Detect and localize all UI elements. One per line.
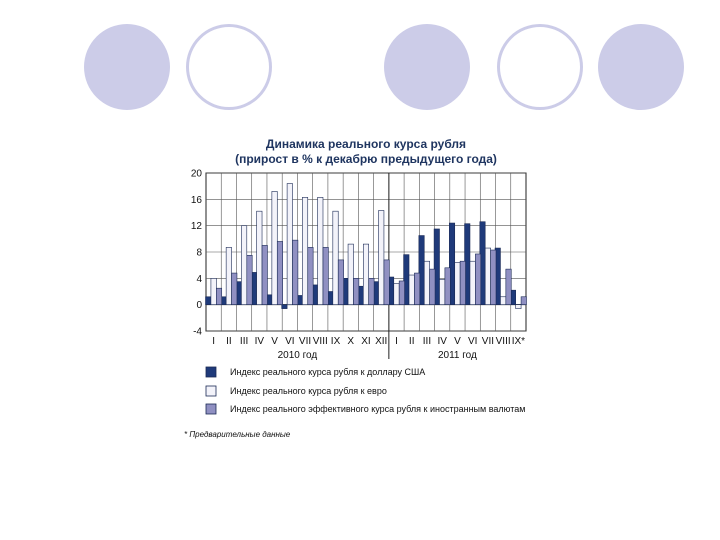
bar-series-1-16 (433, 228, 440, 305)
bar-series-3-15 (429, 268, 436, 305)
x-tick-label: XI (361, 336, 370, 347)
bar-series-2-15 (423, 260, 430, 305)
bar-series-2-4 (256, 210, 263, 305)
x-tick-label: V (271, 336, 278, 347)
year-label: 2011 год (438, 350, 477, 361)
bar-series-3-3 (246, 254, 253, 305)
bar-series-3-1 (216, 287, 223, 305)
bar-series-2-10 (347, 243, 354, 305)
x-tick-label: I (212, 336, 215, 347)
chart-subtitle: (прирост в % к декабрю предыдущего года) (235, 152, 497, 166)
bar-series-2-17 (454, 262, 461, 305)
legend-label-1: Индекс реального курса рубля к доллару С… (230, 367, 425, 377)
y-tick-label: 0 (196, 300, 202, 311)
decor-circle-2 (186, 24, 272, 110)
x-tick-label: VIII (313, 336, 328, 347)
bar-series-3-11 (368, 278, 375, 305)
x-tick-label: III (423, 336, 431, 347)
legend-swatch-2 (205, 385, 217, 397)
bar-series-1-6 (281, 304, 288, 309)
legend-label-3: Индекс реального эффективного курса рубл… (230, 404, 525, 414)
bar-series-3-9 (337, 259, 344, 305)
chart-title: Динамика реального курса рубля (266, 137, 466, 151)
x-tick-label: VIII (496, 336, 511, 347)
bar-series-3-6 (292, 239, 299, 305)
y-tick-label: 20 (191, 169, 203, 180)
x-tick-label: XII (375, 336, 387, 347)
x-tick-label: IV (437, 336, 447, 347)
bar-series-2-19 (484, 247, 491, 305)
bar-series-3-5 (276, 241, 283, 305)
bar-series-2-2 (225, 247, 232, 305)
x-tick-label: VI (285, 336, 294, 347)
legend-label-2: Индекс реального курса рубля к евро (230, 386, 387, 396)
y-tick-label: -4 (193, 327, 202, 338)
x-tick-label: III (240, 336, 248, 347)
bar-series-1-1 (205, 296, 212, 305)
bar-series-2-9 (332, 210, 339, 305)
bar-series-2-13 (393, 283, 400, 305)
bar-series-3-10 (353, 278, 360, 305)
x-tick-label: IX* (512, 336, 525, 347)
bar-series-2-11 (362, 243, 369, 305)
bar-series-3-14 (414, 272, 421, 305)
bar-series-2-1 (210, 278, 217, 305)
bar-series-3-21 (520, 296, 527, 305)
bar-series-3-4 (261, 245, 268, 305)
x-tick-label: IX (331, 336, 341, 347)
bar-series-2-6 (286, 183, 293, 305)
bar-series-2-3 (241, 225, 248, 305)
bar-series-2-18 (469, 260, 476, 305)
decor-circle-3 (384, 24, 470, 110)
year-label: 2010 год (278, 350, 318, 361)
decor-circle-4 (497, 24, 583, 110)
bar-series-3-2 (231, 272, 238, 305)
bar-series-3-8 (322, 247, 329, 305)
x-tick-label: II (409, 336, 415, 347)
bar-series-2-20 (500, 296, 507, 305)
x-tick-label: V (454, 336, 461, 347)
x-tick-label: VI (468, 336, 477, 347)
x-tick-label: I (395, 336, 398, 347)
bar-series-3-16 (444, 267, 451, 305)
legend-swatch-3 (205, 403, 217, 415)
bar-series-3-17 (459, 260, 466, 305)
bar-series-2-5 (271, 191, 278, 305)
legend-swatch-1 (205, 366, 217, 378)
bar-series-2-16 (439, 279, 446, 305)
bar-series-3-12 (383, 259, 390, 305)
bar-series-2-12 (378, 210, 385, 305)
y-tick-label: 4 (196, 274, 202, 285)
y-tick-label: 12 (191, 221, 203, 232)
bar-series-3-13 (398, 280, 405, 305)
bar-series-3-18 (475, 253, 482, 305)
x-tick-label: VII (482, 336, 494, 347)
bar-series-2-14 (408, 274, 415, 305)
bar-series-2-21 (515, 304, 522, 309)
bar-series-2-7 (302, 197, 309, 305)
decor-circle-5 (598, 24, 684, 110)
x-tick-label: X (347, 336, 354, 347)
x-tick-label: II (226, 336, 232, 347)
x-tick-label: IV (255, 336, 265, 347)
bar-series-3-7 (307, 247, 314, 305)
x-tick-label: VII (299, 336, 311, 347)
footnote: * Предварительные данные (184, 430, 291, 439)
bar-series-3-19 (490, 249, 497, 305)
bar-series-2-8 (317, 197, 324, 305)
bar-series-3-20 (505, 268, 512, 305)
y-tick-label: 16 (191, 195, 203, 206)
decor-circle-1 (84, 24, 170, 110)
y-tick-label: 8 (196, 248, 202, 259)
